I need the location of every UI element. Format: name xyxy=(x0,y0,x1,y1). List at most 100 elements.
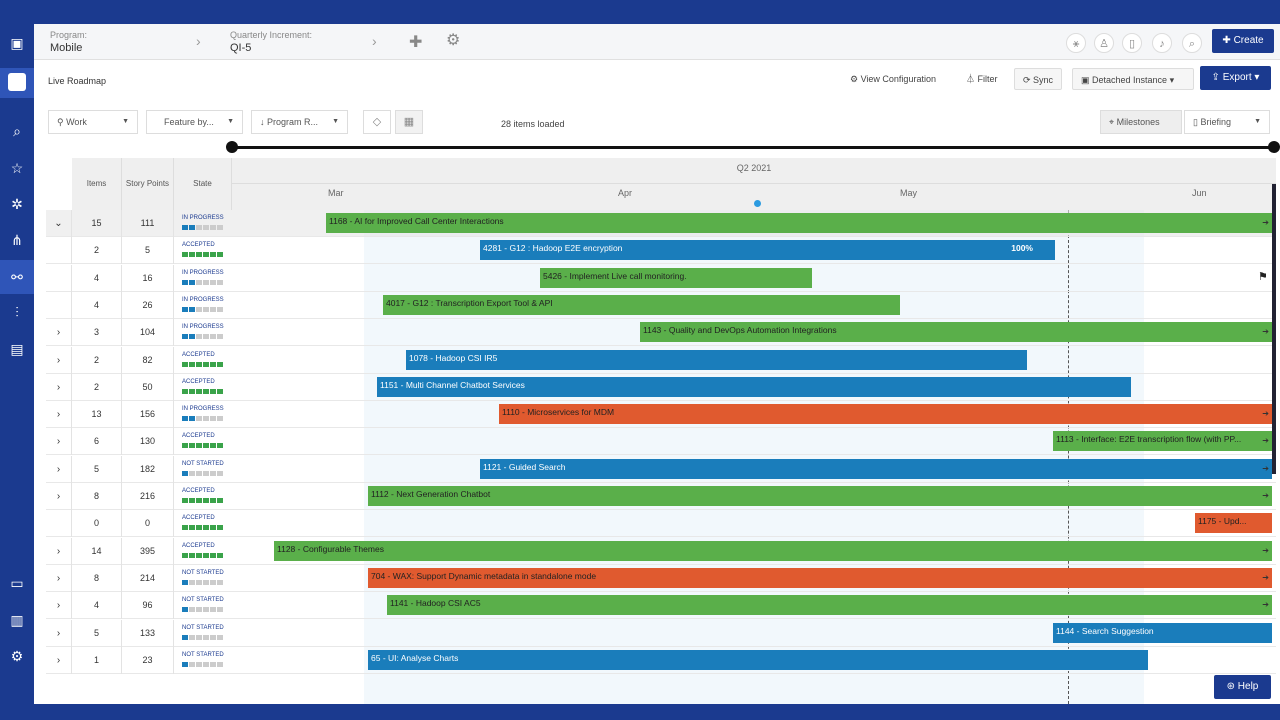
expand-toggle[interactable]: › xyxy=(46,455,72,483)
expand-toggle[interactable] xyxy=(46,264,72,292)
table-row[interactable]: › 13 156 IN PROGRESS 1110 - Microservices fo… xyxy=(46,401,1276,429)
table-row[interactable]: 2 5 ACCEPTED 4281 - G12 : Hadoop E2E encryp… xyxy=(46,237,1276,265)
expand-toggle[interactable]: › xyxy=(46,537,72,565)
expand-toggle[interactable]: › xyxy=(46,428,72,456)
timeline-handle-left[interactable] xyxy=(226,141,238,153)
feature-bar[interactable]: 1112 - Next Generation Chatbot ➔ xyxy=(368,486,1272,506)
expand-toggle[interactable]: › xyxy=(46,592,72,620)
roadmap-icon[interactable]: ⚯ xyxy=(0,260,34,294)
search-icon[interactable]: ⌕ xyxy=(1182,33,1202,53)
feature-bar[interactable]: 1144 - Search Suggestion xyxy=(1053,622,1272,643)
feature-bar[interactable]: 1175 - Upd... xyxy=(1195,513,1272,534)
feature-bar[interactable]: 5426 - Implement Live call monitoring. xyxy=(540,267,812,288)
feature-bar[interactable]: 1151 - Multi Channel Chatbot Services xyxy=(377,376,1131,397)
view-configuration-button[interactable]: ⚙ View Configuration xyxy=(850,74,936,84)
expand-toggle[interactable]: › xyxy=(46,619,72,647)
expand-toggle[interactable]: › xyxy=(46,564,72,592)
user-icon[interactable]: ♙ xyxy=(1094,33,1114,53)
expand-toggle[interactable]: › xyxy=(46,319,72,347)
sync-button[interactable]: ⟳ Sync xyxy=(1014,68,1063,90)
expand-toggle[interactable]: ⌄ xyxy=(46,210,72,237)
table-row[interactable]: 0 0 ACCEPTED 1175 - Upd... xyxy=(46,510,1276,538)
calendar-icon[interactable]: ▦ xyxy=(395,110,423,134)
milestones-button[interactable]: ⌖ Milestones xyxy=(1100,110,1182,134)
feature-bar[interactable]: 1143 - Quality and DevOps Automation Int… xyxy=(640,322,1272,343)
sliders-icon[interactable]: ⫶ xyxy=(15,304,19,320)
table-row[interactable]: › 5 133 NOT STARTED 1144 - Search Suggestion xyxy=(46,619,1276,647)
create-button[interactable]: ✚ Create xyxy=(1212,29,1274,53)
state-progress xyxy=(182,607,224,613)
table-row[interactable]: › 4 96 NOT STARTED 1141 - Hadoop CSI AC5 ➔ xyxy=(46,592,1276,620)
hierarchy-icon[interactable]: ⋔ xyxy=(11,232,23,248)
workspace-icon[interactable] xyxy=(0,68,34,98)
expand-toggle[interactable]: › xyxy=(46,373,72,401)
table-row[interactable]: › 2 82 ACCEPTED 1078 - Hadoop CSI IR5 xyxy=(46,346,1276,374)
items-cell: 0 xyxy=(72,510,122,538)
state-progress xyxy=(182,334,224,340)
settings-gears-icon[interactable]: ⚙ xyxy=(446,32,461,49)
search-icon[interactable]: ⌕ xyxy=(13,123,21,139)
network-icon[interactable]: ✲ xyxy=(11,196,23,212)
state-progress xyxy=(182,416,224,422)
col-state-header: State xyxy=(174,158,232,210)
help-button[interactable]: ⊛ Help xyxy=(1214,675,1271,699)
bell-icon[interactable]: ♪ xyxy=(1152,33,1172,53)
expand-toggle[interactable]: › xyxy=(46,346,72,374)
table-row[interactable]: 4 26 IN PROGRESS 4017 - G12 : Transcription… xyxy=(46,291,1276,319)
feature-bar[interactable]: 1121 - Guided Search ➔ xyxy=(480,458,1272,479)
table-row[interactable]: › 6 130 ACCEPTED 1113 - Interface: E2E trans… xyxy=(46,428,1276,456)
program-r-dropdown[interactable]: ↓ Program R... ▼ xyxy=(251,110,348,134)
briefing-label: Briefing xyxy=(1200,117,1231,127)
feature-bar[interactable]: 1110 - Microservices for MDM ➔ xyxy=(499,404,1272,425)
table-row[interactable]: › 8 214 NOT STARTED 704 - WAX: Support Dynam… xyxy=(46,564,1276,592)
cube-icon[interactable]: ◇ xyxy=(363,110,391,134)
table-row[interactable]: › 1 23 NOT STARTED 65 - UI: Analyse Charts xyxy=(46,646,1276,674)
timeline-scroll-track[interactable] xyxy=(232,146,1276,149)
state-progress xyxy=(182,361,224,367)
expand-toggle[interactable]: › xyxy=(46,401,72,429)
expand-toggle[interactable] xyxy=(46,510,72,538)
table-row[interactable]: 4 16 IN PROGRESS 5426 - Implement Live call… xyxy=(46,264,1276,292)
add-icon[interactable]: ✚ xyxy=(409,34,423,51)
expand-toggle[interactable]: › xyxy=(46,483,72,510)
archive-icon[interactable]: ▤ xyxy=(10,341,24,357)
table-row[interactable]: › 2 50 ACCEPTED 1151 - Multi Channel Chatbot… xyxy=(46,373,1276,401)
feature-bar[interactable]: 4017 - G12 : Transcription Export Tool &… xyxy=(383,294,900,315)
timeline-handle-right[interactable] xyxy=(1268,141,1280,153)
detached-instance-dropdown[interactable]: ▣ Detached Instance ▾ xyxy=(1072,68,1194,90)
export-button[interactable]: ⇪ Export ▾ xyxy=(1200,66,1271,90)
briefing-dropdown[interactable]: ▯ Briefing ▼ xyxy=(1184,110,1270,134)
feature-bar[interactable]: 704 - WAX: Support Dynamic metadata in s… xyxy=(368,567,1272,588)
program-value[interactable]: Mobile xyxy=(50,42,83,54)
filter-button[interactable]: ⏃ Filter xyxy=(966,74,998,84)
star-icon[interactable]: ☆ xyxy=(10,160,24,176)
presentation-icon[interactable]: ▭ xyxy=(10,575,24,591)
gear-icon[interactable]: ⚙ xyxy=(10,648,24,664)
feature-bar[interactable]: 1128 - Configurable Themes ➔ xyxy=(274,540,1272,561)
clipboard-icon[interactable]: ▯ xyxy=(1122,33,1142,53)
table-row[interactable]: ⌄ 15 111 IN PROGRESS 1168 - AI for Improved … xyxy=(46,210,1276,237)
work-dropdown[interactable]: ⚲ Work ▼ xyxy=(48,110,138,134)
milestone-flag-icon[interactable]: ⚑ xyxy=(1258,271,1268,283)
logo-icon[interactable]: ▣ xyxy=(10,35,24,51)
feature-bar[interactable]: 4281 - G12 : Hadoop E2E encryption 100% xyxy=(480,240,1055,261)
table-row[interactable]: › 14 395 ACCEPTED 1128 - Configurable Themes… xyxy=(46,537,1276,565)
feature-bar[interactable]: 1113 - Interface: E2E transcription flow… xyxy=(1053,431,1272,452)
expand-toggle[interactable] xyxy=(46,237,72,265)
feature-bar[interactable]: 1078 - Hadoop CSI IR5 xyxy=(406,349,1027,370)
col-items-header: Items xyxy=(72,158,122,210)
table-row[interactable]: › 8 216 ACCEPTED 1112 - Next Generation Chat… xyxy=(46,483,1276,510)
table-row[interactable]: › 3 104 IN PROGRESS 1143 - Quality and DevOp… xyxy=(46,319,1276,347)
feature-by-dropdown[interactable]: Feature by... ▼ xyxy=(146,110,243,134)
feature-bar[interactable]: 1168 - AI for Improved Call Center Inter… xyxy=(326,213,1272,233)
chart-icon[interactable]: ▥ xyxy=(10,612,24,628)
qi-value[interactable]: QI-5 xyxy=(230,42,252,54)
col-story-points-header: Story Points xyxy=(122,158,174,210)
activity-icon[interactable]: ⚹ xyxy=(1066,33,1086,53)
expand-toggle[interactable] xyxy=(46,291,72,319)
table-row[interactable]: › 5 182 NOT STARTED 1121 - Guided Search ➔ xyxy=(46,455,1276,483)
feature-bar[interactable]: 1141 - Hadoop CSI AC5 ➔ xyxy=(387,595,1272,616)
vertical-scrollbar[interactable] xyxy=(1272,184,1276,474)
feature-bar[interactable]: 65 - UI: Analyse Charts xyxy=(368,649,1148,670)
expand-toggle[interactable]: › xyxy=(46,646,72,674)
